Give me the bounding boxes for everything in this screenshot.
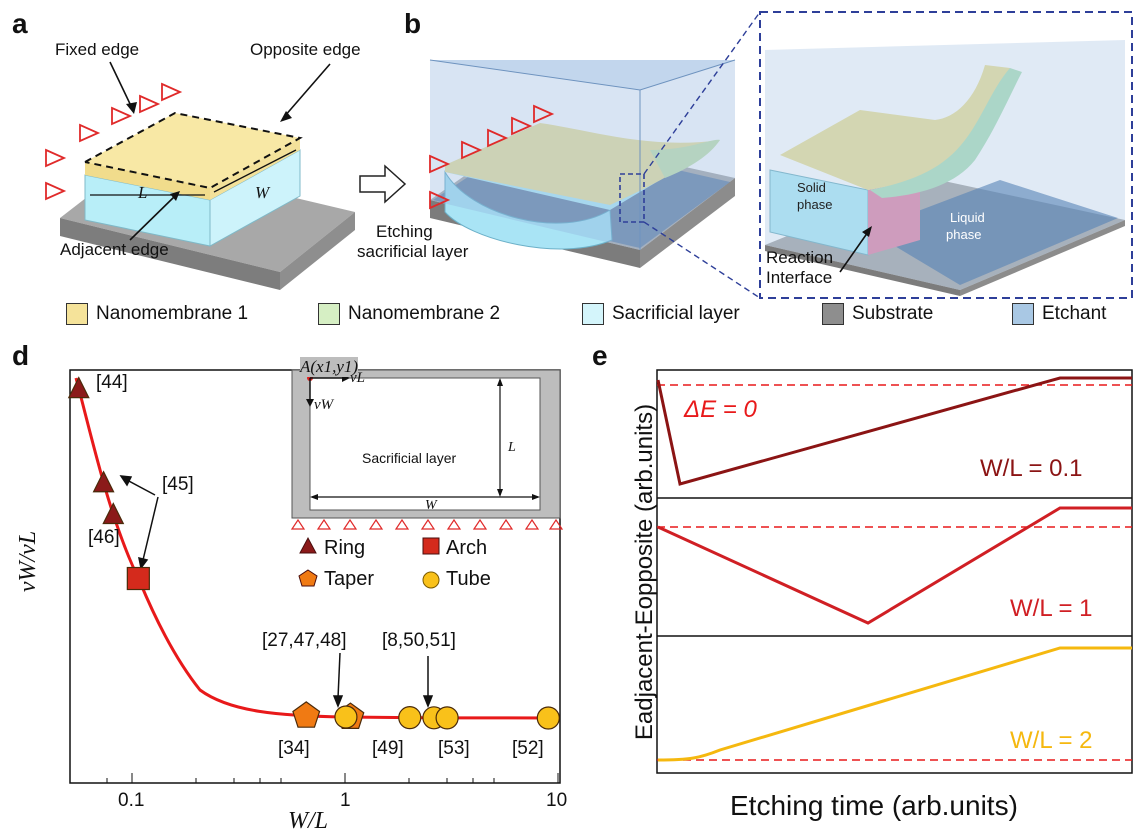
ref-53: [53] bbox=[438, 738, 470, 759]
etching-label-line1: Etching bbox=[376, 222, 433, 241]
ref-27-47-48: [27,47,48] bbox=[262, 630, 347, 651]
length-L-label: L bbox=[138, 183, 148, 202]
chart-d-markers bbox=[67, 376, 560, 730]
panel-label-a: a bbox=[12, 8, 28, 39]
reaction-interface-label-2: Interface bbox=[766, 268, 833, 287]
legend-label: Sacrificial layer bbox=[612, 303, 740, 324]
marker-arch bbox=[126, 566, 150, 591]
marker-tube bbox=[398, 706, 422, 730]
marker-tube bbox=[435, 706, 459, 730]
series-label-wl-0.1: W/L = 0.1 bbox=[980, 455, 1083, 482]
panel-c-schematic bbox=[759, 11, 1133, 299]
series-wl-0.1 bbox=[656, 376, 1132, 486]
inset-L-label: L bbox=[508, 440, 516, 455]
marker-ring bbox=[67, 376, 90, 399]
legend-label: Nanomembrane 1 bbox=[96, 303, 249, 324]
inset-W-label: W bbox=[425, 498, 437, 513]
legend-item-etchant: Etchant bbox=[1012, 303, 1106, 325]
legend-item-sacrificial-layer: Sacrificial layer bbox=[582, 303, 740, 325]
series-wl-2 bbox=[657, 646, 1132, 762]
marker-taper bbox=[292, 701, 321, 728]
legend-swatch bbox=[66, 303, 88, 325]
inset-vW-label: vW bbox=[314, 397, 334, 413]
series-label-wl-1: W/L = 1 bbox=[1010, 595, 1093, 622]
panel-label-b: b bbox=[404, 8, 422, 39]
width-W-label: W bbox=[255, 183, 270, 202]
chart-d-x-ticks bbox=[69, 773, 559, 783]
adjacent-edge-label: Adjacent edge bbox=[60, 240, 169, 259]
chart-e-frame bbox=[656, 369, 1133, 774]
legend-tube: Tube bbox=[446, 568, 491, 590]
legend-ring: Ring bbox=[324, 537, 366, 559]
legend-taper: Taper bbox=[324, 568, 375, 590]
reference-lines bbox=[657, 384, 1132, 761]
reaction-interface-label-1: Reaction bbox=[766, 248, 834, 267]
marker-ring bbox=[102, 502, 125, 525]
legend-swatch bbox=[582, 303, 604, 325]
legend-label: Nanomembrane 2 bbox=[348, 303, 501, 324]
marker-ring bbox=[92, 470, 115, 493]
tick-label-0.1: 0.1 bbox=[118, 790, 145, 811]
legend-label: Substrate bbox=[852, 303, 934, 324]
ref-46: [46] bbox=[88, 527, 120, 548]
tick-label-10: 10 bbox=[546, 790, 568, 811]
inset-point-label: A(x1,y1) bbox=[300, 357, 359, 377]
marker-tube bbox=[536, 706, 560, 730]
solid-phase-label-1: Solid bbox=[797, 180, 826, 195]
legend-swatch bbox=[822, 303, 844, 325]
chart-d-annotation-arrows bbox=[119, 475, 434, 709]
legend-item-nanomembrane-1: Nanomembrane 1 bbox=[66, 303, 248, 325]
marker-tube bbox=[334, 705, 358, 729]
inset-vL-label: vL bbox=[350, 370, 365, 386]
liquid-phase-label-1: Liquid bbox=[950, 210, 985, 225]
chart-e-ylabel: Eadjacent-Eopposite (arb.units) bbox=[631, 403, 658, 741]
legend-arch: Arch bbox=[446, 537, 488, 559]
legend-label: Etchant bbox=[1042, 303, 1107, 324]
chart-d-xlabel: W/L bbox=[288, 808, 329, 834]
inset-layer-label: Sacrificial layer bbox=[362, 450, 457, 466]
panel-a-schematic bbox=[45, 61, 407, 290]
fixed-edge-label: Fixed edge bbox=[55, 40, 140, 59]
series-wl-1 bbox=[657, 506, 1132, 625]
etching-label-line2: sacrificial layer bbox=[357, 242, 469, 261]
legend-item-substrate: Substrate bbox=[822, 303, 933, 325]
ref-49: [49] bbox=[372, 738, 404, 759]
delta-e-label: ΔE = 0 bbox=[684, 396, 757, 423]
panel-b-schematic bbox=[429, 11, 761, 299]
legend-swatch bbox=[318, 303, 340, 325]
solid-phase-label-2: phase bbox=[797, 197, 833, 212]
panel-label-e: e bbox=[592, 340, 608, 371]
series-label-wl-2: W/L = 2 bbox=[1010, 727, 1093, 754]
ref-52: [52] bbox=[512, 738, 544, 759]
ref-44: [44] bbox=[96, 372, 128, 393]
tick-label-1: 1 bbox=[340, 790, 351, 811]
panel-label-d: d bbox=[12, 340, 30, 371]
ref-8-50-51: [8,50,51] bbox=[382, 630, 456, 651]
legend-swatch bbox=[1012, 303, 1034, 325]
ref-45: [45] bbox=[162, 474, 194, 495]
liquid-phase-label-2: phase bbox=[946, 227, 982, 242]
chart-e-xlabel: Etching time (arb.units) bbox=[730, 790, 1018, 821]
ref-34: [34] bbox=[278, 738, 310, 759]
legend-item-nanomembrane-2: Nanomembrane 2 bbox=[318, 303, 500, 325]
materials-legend: Nanomembrane 1 Nanomembrane 2 Sacrificia… bbox=[0, 303, 1136, 333]
opposite-edge-label: Opposite edge bbox=[250, 40, 361, 59]
chart-d-inset bbox=[290, 369, 564, 589]
